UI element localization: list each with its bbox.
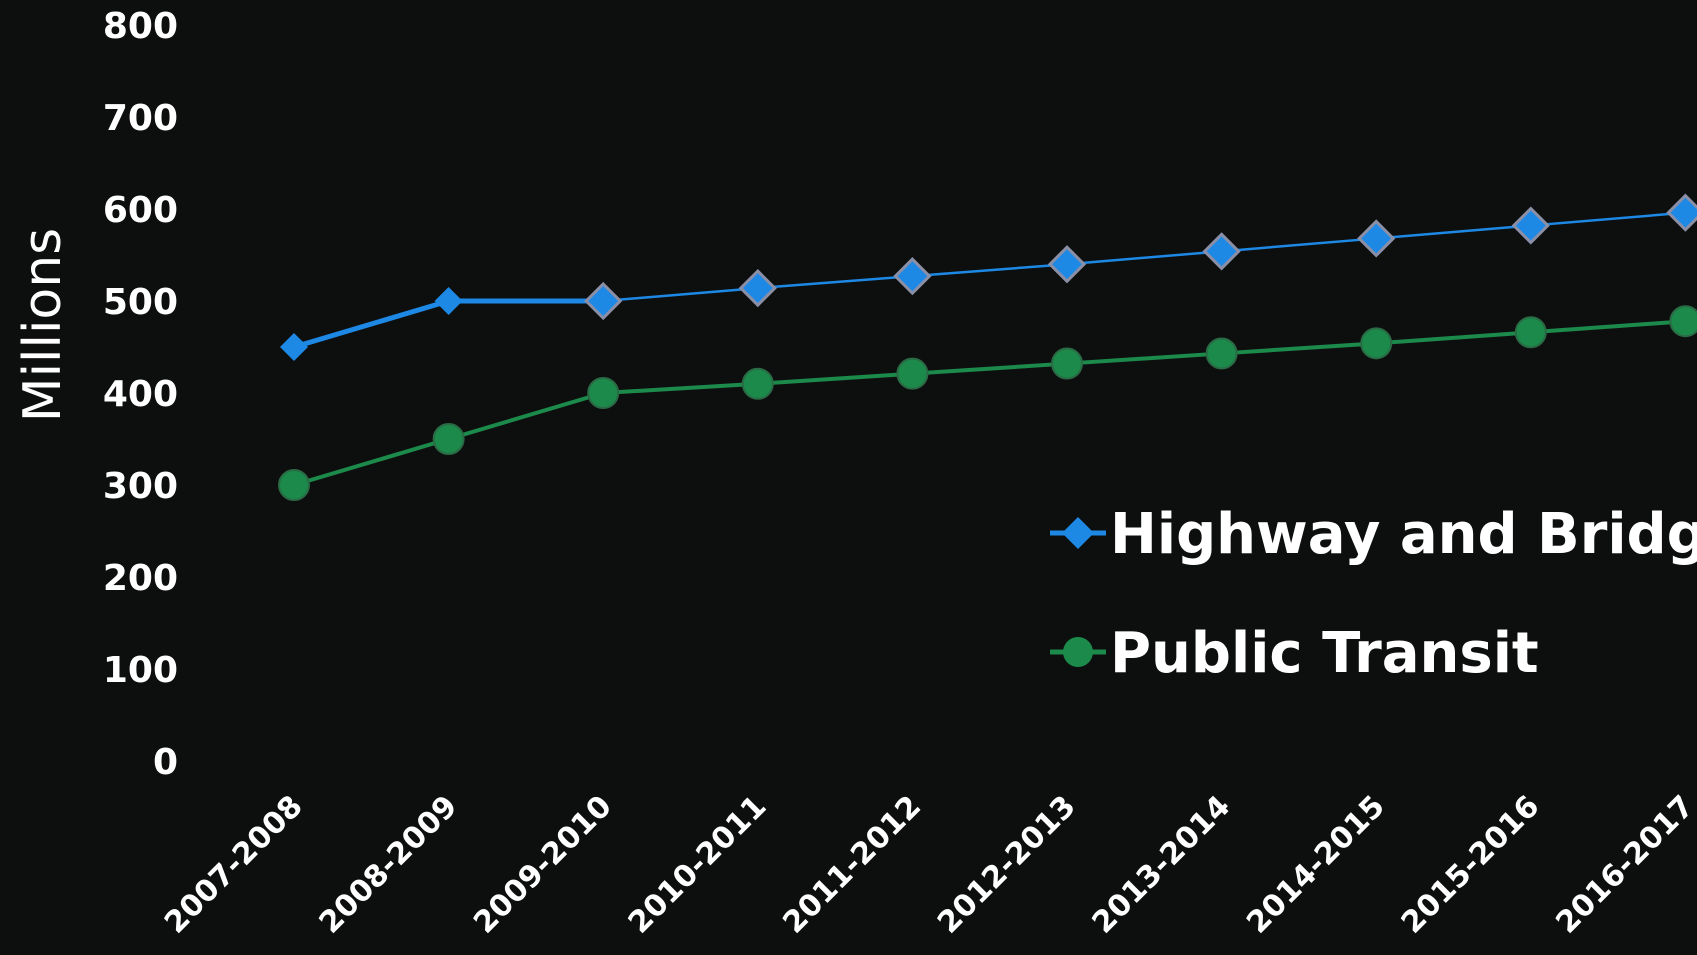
series-line-segment <box>1065 351 1224 366</box>
data-point-marker <box>1666 193 1697 232</box>
data-point-marker <box>278 469 310 501</box>
series-highway-and-bridge <box>280 193 1697 361</box>
legend-marker <box>1062 517 1094 549</box>
data-point-marker <box>434 287 463 315</box>
y-tick-label: 600 <box>103 190 178 231</box>
series-layer <box>278 193 1697 501</box>
series-line-segment <box>446 391 606 441</box>
y-axis-ticks: 0 100 200 300 400 500 600 700 800 <box>103 6 178 783</box>
series-line-segment <box>1374 224 1533 240</box>
series-line-segment <box>911 262 1069 278</box>
data-point-marker <box>1514 316 1547 349</box>
x-tick-label: 2014-2015 <box>1240 789 1392 941</box>
data-point-marker <box>1357 219 1396 258</box>
legend-item: Highway and Bridge <box>1050 502 1697 567</box>
data-point-marker <box>1511 206 1550 245</box>
series-public-transit <box>278 305 1697 501</box>
data-point-marker <box>896 357 929 390</box>
series-line-segment <box>292 437 451 487</box>
series-line-segment <box>1219 341 1379 356</box>
legend-label: Highway and Bridge <box>1110 502 1697 567</box>
data-point-marker <box>1360 327 1393 360</box>
x-tick-label: 2007-2008 <box>158 789 310 941</box>
legend-item: Public Transit <box>1050 621 1539 686</box>
series-line-segment <box>756 274 914 290</box>
series-line-segment <box>1065 250 1223 266</box>
y-tick-label: 300 <box>103 466 178 507</box>
x-tick-label: 2013-2014 <box>1086 789 1238 941</box>
data-point-marker <box>893 257 932 296</box>
series-line-segment <box>1374 330 1533 346</box>
series-line-segment <box>1529 211 1687 227</box>
x-tick-label: 2008-2009 <box>313 789 465 941</box>
x-tick-label: 2012-2013 <box>931 789 1083 941</box>
legend-marker <box>1063 637 1093 667</box>
data-point-marker <box>1051 347 1083 380</box>
series-line-segment <box>755 371 915 386</box>
data-point-marker <box>1202 232 1241 271</box>
data-point-marker <box>1669 305 1697 338</box>
data-point-marker <box>432 423 465 455</box>
y-tick-label: 800 <box>103 6 178 47</box>
data-point-marker <box>1205 337 1238 370</box>
data-point-marker <box>584 281 623 321</box>
y-axis-title: Millions <box>13 228 73 423</box>
x-axis-ticks: 2007-2008 2008-2009 2009-2010 2010-2011 2011… <box>158 789 1697 941</box>
legend-label: Public Transit <box>1110 621 1539 686</box>
data-point-marker <box>741 367 774 400</box>
series-line-segment <box>291 298 452 350</box>
x-tick-label: 2015-2016 <box>1395 789 1547 941</box>
data-point-marker <box>1047 245 1087 284</box>
series-line-segment <box>910 361 1069 376</box>
series-line-segment <box>1220 237 1378 253</box>
series-line-segment <box>1528 319 1688 335</box>
y-tick-label: 400 <box>103 374 178 415</box>
x-tick-label: 2016-2017 <box>1549 789 1697 941</box>
y-tick-label: 700 <box>103 98 178 139</box>
y-tick-label: 500 <box>103 282 178 323</box>
data-point-marker <box>738 268 777 308</box>
y-axis-title-group: Millions <box>13 228 73 423</box>
x-tick-label: 2011-2012 <box>776 789 928 941</box>
y-tick-label: 200 <box>103 558 178 599</box>
data-point-marker <box>280 333 308 361</box>
series-line-segment <box>601 286 760 303</box>
x-tick-label: 2010-2011 <box>622 789 774 941</box>
y-tick-label: 0 <box>153 742 178 783</box>
x-tick-label: 2009-2010 <box>467 789 619 941</box>
series-line-segment <box>601 381 760 395</box>
data-point-marker <box>587 377 620 409</box>
legend: Highway and Bridge Public Transit <box>1050 502 1697 686</box>
y-tick-label: 100 <box>103 650 178 691</box>
